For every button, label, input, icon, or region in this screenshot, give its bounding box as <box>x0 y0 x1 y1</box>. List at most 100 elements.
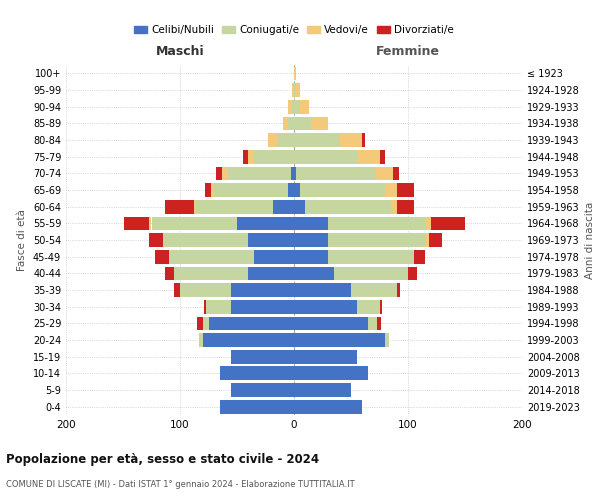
Bar <box>294 83 296 97</box>
Bar <box>300 100 309 114</box>
Bar <box>296 83 300 97</box>
Bar <box>356 150 380 164</box>
Bar <box>294 283 351 297</box>
Bar <box>232 300 294 314</box>
Bar <box>397 183 414 197</box>
Bar <box>124 216 149 230</box>
Bar <box>232 350 294 364</box>
Bar <box>289 116 294 130</box>
Bar <box>175 283 180 297</box>
Bar <box>425 216 431 230</box>
Bar <box>294 183 300 197</box>
Bar <box>294 216 328 230</box>
Bar <box>254 150 294 164</box>
Bar <box>292 83 294 97</box>
Bar <box>294 233 328 247</box>
Bar <box>165 200 194 213</box>
Bar <box>294 366 368 380</box>
Bar <box>294 150 356 164</box>
Text: Femmine: Femmine <box>376 46 440 59</box>
Text: COMUNE DI LISCATE (MI) - Dati ISTAT 1° gennaio 2024 - Elaborazione TUTTITALIA.IT: COMUNE DI LISCATE (MI) - Dati ISTAT 1° g… <box>6 480 355 489</box>
Bar <box>214 183 289 197</box>
Bar <box>169 250 254 264</box>
Text: Popolazione per età, sesso e stato civile - 2024: Popolazione per età, sesso e stato civil… <box>6 452 319 466</box>
Bar <box>294 266 334 280</box>
Bar <box>294 166 296 180</box>
Bar <box>220 366 294 380</box>
Bar <box>334 266 408 280</box>
Bar <box>149 233 163 247</box>
Bar <box>203 316 209 330</box>
Bar <box>232 383 294 397</box>
Bar <box>397 200 414 213</box>
Bar <box>377 316 380 330</box>
Bar <box>340 133 362 147</box>
Bar <box>217 166 222 180</box>
Bar <box>362 133 365 147</box>
Bar <box>254 250 294 264</box>
Bar <box>356 300 380 314</box>
Bar <box>292 100 294 114</box>
Bar <box>277 133 294 147</box>
Bar <box>294 100 300 114</box>
Bar <box>294 300 356 314</box>
Bar <box>165 266 174 280</box>
Bar <box>194 200 196 213</box>
Bar <box>211 183 214 197</box>
Bar <box>428 233 442 247</box>
Bar <box>294 200 305 213</box>
Bar <box>311 116 328 130</box>
Bar <box>294 350 356 364</box>
Bar <box>174 266 248 280</box>
Bar <box>305 200 391 213</box>
Bar <box>351 283 397 297</box>
Bar <box>206 300 232 314</box>
Bar <box>294 383 351 397</box>
Bar <box>232 283 294 297</box>
Bar <box>180 283 232 297</box>
Y-axis label: Fasce di età: Fasce di età <box>17 209 27 271</box>
Bar <box>300 183 385 197</box>
Bar <box>242 150 248 164</box>
Bar <box>228 166 290 180</box>
Bar <box>393 166 399 180</box>
Bar <box>151 216 237 230</box>
Bar <box>294 400 362 413</box>
Bar <box>196 200 274 213</box>
Bar <box>248 266 294 280</box>
Bar <box>197 316 203 330</box>
Bar <box>205 183 211 197</box>
Bar <box>294 333 385 347</box>
Bar <box>149 216 151 230</box>
Bar <box>328 250 414 264</box>
Bar <box>268 133 277 147</box>
Bar <box>163 233 248 247</box>
Bar <box>204 300 206 314</box>
Bar <box>222 166 228 180</box>
Bar <box>397 283 400 297</box>
Bar <box>274 200 294 213</box>
Bar <box>199 333 203 347</box>
Bar <box>290 166 294 180</box>
Bar <box>391 200 397 213</box>
Bar <box>294 133 340 147</box>
Bar <box>431 216 465 230</box>
Bar <box>203 333 294 347</box>
Bar <box>220 400 294 413</box>
Bar <box>380 150 385 164</box>
Bar <box>155 250 169 264</box>
Bar <box>368 316 377 330</box>
Bar <box>248 150 254 164</box>
Bar <box>289 183 294 197</box>
Bar <box>376 166 393 180</box>
Bar <box>294 316 368 330</box>
Bar <box>294 116 311 130</box>
Bar <box>237 216 294 230</box>
Bar <box>414 250 425 264</box>
Bar <box>328 216 425 230</box>
Bar <box>248 233 294 247</box>
Bar <box>283 116 289 130</box>
Bar <box>385 183 397 197</box>
Bar <box>209 316 294 330</box>
Legend: Celibi/Nubili, Coniugati/e, Vedovi/e, Divorziati/e: Celibi/Nubili, Coniugati/e, Vedovi/e, Di… <box>130 21 458 40</box>
